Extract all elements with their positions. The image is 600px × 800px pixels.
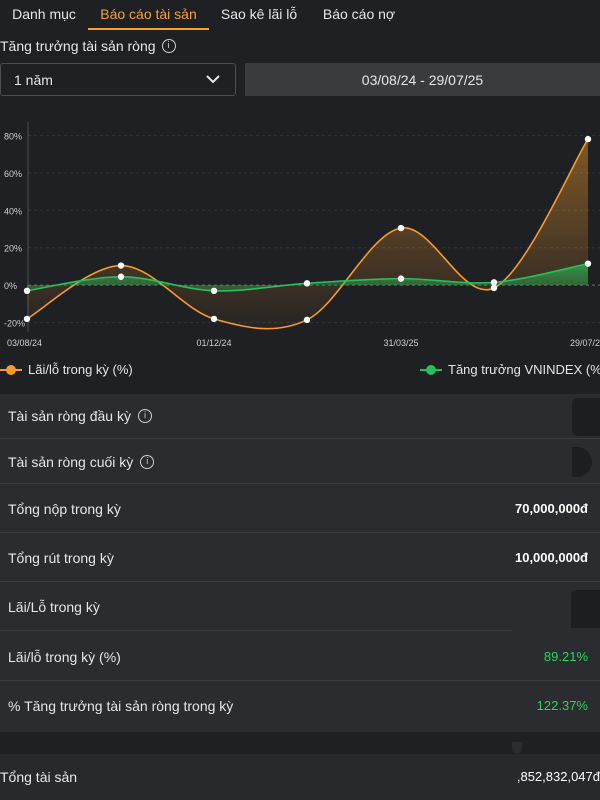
tab-asset-report[interactable]: Báo cáo tài sản (88, 0, 209, 30)
legend-vnindex[interactable]: Tăng trưởng VNINDEX (%) (420, 362, 600, 377)
row-divider (0, 581, 600, 582)
row-divider (0, 483, 600, 484)
row-divider (0, 532, 600, 533)
row-label: Tổng nộp trong kỳ (8, 501, 121, 517)
tab-portfolio[interactable]: Danh mục (12, 6, 76, 22)
legend-profit-loss[interactable]: Lãi/lỗ trong kỳ (%) (0, 362, 133, 377)
data-point-vnindex[interactable] (210, 287, 218, 294)
legend-vnindex-label: Tăng trưởng VNINDEX (%) (448, 362, 600, 377)
total-assets-label: Tổng tài sản (0, 769, 78, 785)
row-label: Tổng rút trong kỳ (8, 550, 114, 566)
row-value: 122.37% (536, 698, 588, 713)
row-label: Tài sản ròng đầu kỳ (8, 408, 131, 424)
info-icon[interactable]: i (140, 455, 155, 469)
row-divider (0, 630, 512, 631)
y-tick-label: 80% (4, 131, 22, 141)
summary-table: Tài sản ròng đầu kỳ i Tài sản ròng cuối k… (0, 394, 600, 732)
legend-profit-loss-label: Lãi/lỗ trong kỳ (%) (28, 362, 133, 377)
data-point-vnindex[interactable] (23, 287, 31, 294)
tab-bar: Danh mục Báo cáo tài sản Sao kê lãi lỗ B… (0, 0, 600, 30)
data-point-profit-loss[interactable] (117, 262, 125, 269)
info-icon[interactable]: i (137, 409, 152, 423)
data-point-profit-loss[interactable] (490, 284, 498, 292)
data-point-profit-loss[interactable] (210, 315, 218, 323)
data-point-vnindex[interactable] (490, 279, 498, 286)
data-point-profit-loss[interactable] (303, 316, 311, 324)
y-tick-label: 0% (4, 281, 17, 291)
chart-legend: Lãi/lỗ trong kỳ (%) Tăng trưởng VNINDEX … (0, 362, 600, 380)
legend-profit-loss-marker (0, 364, 22, 376)
data-point-profit-loss[interactable] (584, 135, 592, 143)
period-select[interactable]: 1 năm (0, 63, 236, 96)
data-point-profit-loss[interactable] (397, 224, 405, 232)
row-divider (0, 438, 600, 439)
y-tick-label: 40% (4, 206, 22, 216)
section-title-text: Tăng trưởng tài sản ròng (0, 38, 156, 54)
period-select-value: 1 năm (14, 71, 53, 88)
data-point-vnindex[interactable] (397, 275, 405, 282)
date-range-picker[interactable]: 03/08/24 - 29/07/25 (245, 63, 600, 96)
x-tick-label: 01/12/24 (196, 338, 231, 348)
hidden-value-mask (571, 590, 600, 628)
y-tick-label: 20% (4, 244, 22, 254)
hidden-value-mask (572, 447, 592, 477)
info-icon[interactable]: i (161, 39, 176, 53)
chevron-down-icon (206, 75, 220, 84)
hidden-value-mask (572, 398, 600, 436)
hidden-value-mask (512, 742, 522, 754)
row-label: Tài sản ròng cuối kỳ (8, 454, 134, 470)
x-tick-label: 03/08/24 (7, 338, 42, 348)
section-title: Tăng trưởng tài sản ròng i (0, 38, 176, 54)
row-value: 89.21% (543, 649, 588, 664)
data-point-vnindex[interactable] (303, 280, 311, 287)
tab-debt-report[interactable]: Báo cáo nợ (322, 6, 396, 22)
tab-profit-loss-statement[interactable]: Sao kê lãi lỗ (220, 6, 298, 22)
row-value: 70,000,000đ (514, 501, 588, 516)
net-asset-growth-chart: 80% 60% 40% 20% 0% -20% 03/08/24 01/12/24 31/03/… (0, 118, 600, 353)
row-label: Lãi/Lỗ trong kỳ (8, 599, 100, 615)
data-point-vnindex[interactable] (584, 260, 592, 267)
row-label: % Tăng trưởng tài sản ròng trong kỳ (8, 698, 234, 714)
row-label: Lãi/lỗ trong kỳ (%) (8, 649, 121, 665)
data-point-profit-loss[interactable] (23, 315, 31, 323)
row-divider (0, 680, 600, 681)
x-tick-label: 29/07/2 (570, 338, 600, 348)
data-point-vnindex[interactable] (117, 273, 125, 280)
total-assets-value: ,852,832,047đ (516, 769, 600, 784)
x-tick-label: 31/03/25 (383, 338, 418, 348)
row-value: 10,000,000đ (514, 550, 588, 565)
y-tick-label: -20% (4, 319, 25, 329)
total-assets-bar: Tổng tài sản ,852,832,047đ (0, 754, 600, 800)
y-tick-label: 60% (4, 169, 22, 179)
date-range-value: 03/08/24 - 29/07/25 (361, 71, 484, 88)
legend-vnindex-marker (420, 364, 442, 376)
